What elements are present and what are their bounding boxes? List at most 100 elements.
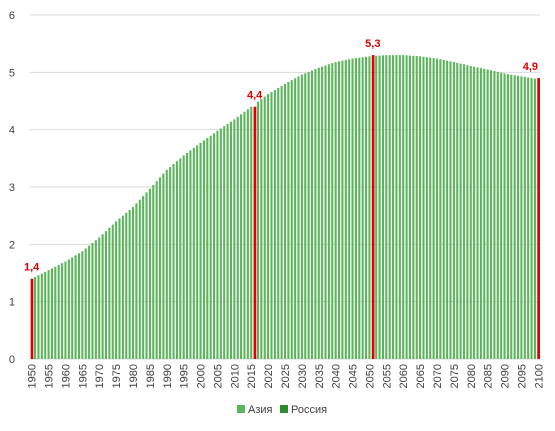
x-tick-label: 2095 <box>516 364 528 388</box>
x-tick-label: 1990 <box>162 364 174 388</box>
x-tick-label: 2055 <box>381 364 393 388</box>
highlight-bar <box>30 278 34 359</box>
bar <box>260 99 263 359</box>
x-tick-label: 1955 <box>44 364 56 388</box>
bar <box>128 209 131 359</box>
bar <box>290 80 293 359</box>
y-tick-label: 2 <box>9 239 15 251</box>
bar <box>344 59 347 359</box>
bar <box>169 166 172 359</box>
bar <box>47 270 50 359</box>
bar <box>118 218 121 359</box>
bar <box>476 67 479 360</box>
bar <box>358 57 361 359</box>
bar <box>398 55 401 360</box>
bar <box>115 221 118 359</box>
bar <box>354 58 357 360</box>
bar <box>375 55 378 359</box>
x-tick-label: 2075 <box>449 364 461 388</box>
bar <box>202 140 205 359</box>
bar <box>503 73 506 359</box>
bar <box>388 55 391 360</box>
bar <box>74 255 77 359</box>
bar <box>223 126 226 359</box>
bar <box>142 196 145 359</box>
x-tick-label: 2010 <box>229 364 241 388</box>
bar <box>412 55 415 359</box>
bar <box>101 234 104 359</box>
x-tick-label: 2050 <box>364 364 376 388</box>
bar <box>283 83 287 360</box>
bar <box>88 245 91 359</box>
bar <box>304 73 307 359</box>
x-tick-label: 2040 <box>331 364 343 388</box>
bar <box>206 138 209 359</box>
bar <box>243 111 246 360</box>
bar <box>297 76 300 359</box>
x-tick-label: 2020 <box>263 364 275 388</box>
bars <box>34 55 536 360</box>
bar <box>165 169 168 359</box>
bar <box>449 61 452 360</box>
bar <box>229 121 233 359</box>
bar <box>294 78 297 360</box>
x-tick-label: 1960 <box>60 364 72 388</box>
x-tick-label: 2025 <box>280 364 292 388</box>
bar <box>361 57 364 360</box>
bar <box>321 66 324 359</box>
x-tick-label: 2080 <box>466 364 478 388</box>
x-tick-label: 1950 <box>27 364 39 388</box>
bar <box>121 215 124 359</box>
bar <box>483 68 486 360</box>
bar <box>71 257 74 359</box>
bar <box>341 60 344 360</box>
data-label: 1,4 <box>24 262 40 274</box>
bar <box>152 184 155 359</box>
bar <box>54 266 57 359</box>
bar <box>331 63 334 359</box>
bar <box>196 145 199 359</box>
bar <box>226 123 229 359</box>
bar <box>378 55 381 359</box>
bar <box>277 87 280 359</box>
bar <box>381 55 384 359</box>
bar <box>446 60 449 360</box>
bar <box>98 237 101 359</box>
y-tick-label: 1 <box>9 297 15 309</box>
bar <box>310 70 314 360</box>
bar <box>57 264 60 359</box>
bar <box>348 59 351 360</box>
bar <box>365 56 368 359</box>
bar <box>219 128 222 359</box>
bar <box>439 59 442 360</box>
x-axis-ticks: 1950 1955 1960 1965 1970 1975 1980 1985 1990 1995… <box>27 364 546 388</box>
bar <box>213 133 216 359</box>
bar <box>216 130 219 359</box>
bar <box>489 70 493 359</box>
bar <box>317 67 320 359</box>
bar <box>506 74 509 359</box>
bar <box>162 173 165 359</box>
bar <box>462 64 466 360</box>
x-tick-label: 2015 <box>246 364 258 388</box>
bar <box>192 147 195 359</box>
highlight-bars: 1,4 4,4 5,3 4,9 <box>24 38 540 360</box>
x-tick-label: 2070 <box>432 364 444 388</box>
bar <box>314 69 317 359</box>
bar <box>442 59 445 359</box>
bar <box>240 114 243 359</box>
bar <box>111 224 114 359</box>
legend-label-russia: Россия <box>291 404 327 416</box>
bar <box>520 76 523 359</box>
x-tick-label: 1970 <box>94 364 106 388</box>
bar <box>429 57 432 359</box>
x-tick-label: 2065 <box>415 364 427 388</box>
bar <box>155 181 158 359</box>
bar <box>527 77 530 359</box>
bar <box>327 64 330 359</box>
bar <box>422 56 425 359</box>
data-label: 5,3 <box>365 38 380 50</box>
bar <box>108 227 111 359</box>
bar <box>189 150 192 359</box>
x-tick-label: 1980 <box>128 364 140 388</box>
